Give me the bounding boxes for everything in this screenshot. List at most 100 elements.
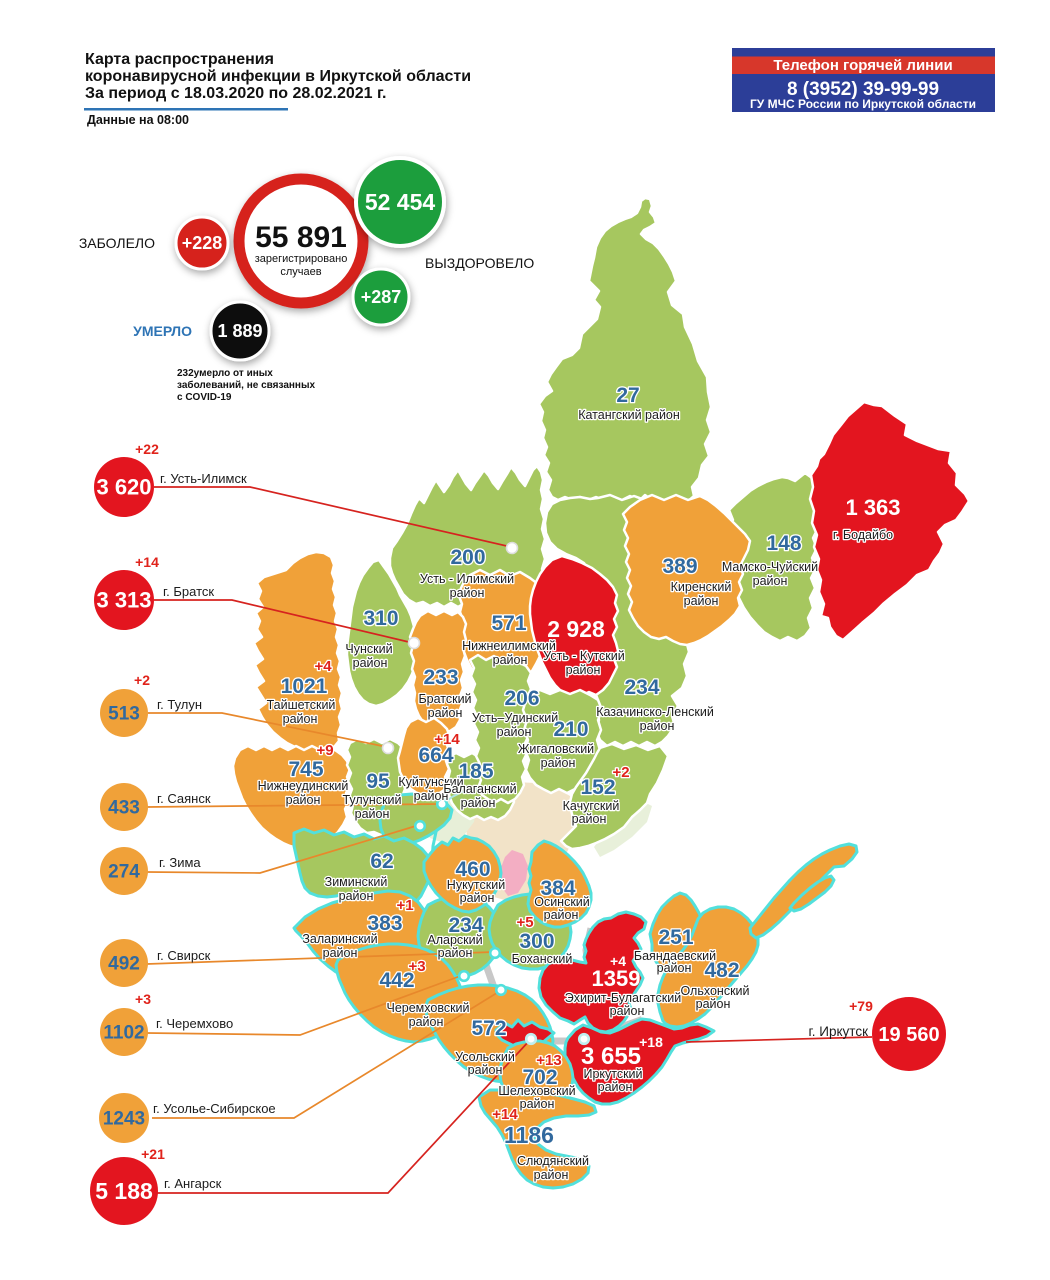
svg-text:+5: +5 [516,914,533,931]
svg-text:389: 389 [662,555,697,578]
svg-text:2 928: 2 928 [547,616,605,642]
svg-text:251: 251 [658,926,693,949]
svg-text:148: 148 [766,532,801,555]
svg-text:Эхирит-Булагатский: Эхирит-Булагатский [565,991,681,1005]
svg-text:район: район [572,812,607,826]
svg-text:492: 492 [108,954,140,975]
svg-text:Заларинский: Заларинский [302,932,377,946]
svg-text:232умерло от иных: 232умерло от иных [177,368,273,379]
svg-text:233: 233 [423,666,458,689]
svg-text:Мамско-Чуйский: Мамско-Чуйский [722,560,818,574]
svg-text:1359: 1359 [592,966,641,991]
svg-text:Карта распространения: Карта распространения [85,51,274,68]
svg-text:Чунский: Чунский [345,642,392,656]
svg-text:район: район [684,594,719,608]
svg-text:ГУ МЧС России по Иркутской обл: ГУ МЧС России по Иркутской области [750,97,976,111]
svg-text:Тайшетский: Тайшетский [267,698,336,712]
svg-text:384: 384 [540,877,575,900]
svg-text:район: район [283,712,318,726]
svg-text:433: 433 [108,798,140,819]
svg-text:1186: 1186 [504,1122,554,1148]
svg-text:+18: +18 [639,1034,663,1050]
svg-text:+14: +14 [135,554,159,570]
svg-text:коронавирусной инфекции в Ирку: коронавирусной инфекции в Иркутской обла… [85,68,471,85]
svg-text:571: 571 [491,612,526,635]
svg-text:район: район [355,807,390,821]
svg-text:район: район [286,793,321,807]
svg-text:3 655: 3 655 [581,1043,641,1070]
svg-text:442: 442 [379,969,414,992]
svg-text:62: 62 [370,850,393,873]
svg-text:Телефон горячей линии: Телефон горячей линии [773,57,952,74]
svg-text:район: район [339,889,374,903]
svg-text:+22: +22 [135,441,159,457]
svg-text:27: 27 [616,384,639,407]
svg-text:Черемховский: Черемховский [386,1001,469,1015]
svg-text:г. Братск: г. Братск [163,584,214,599]
svg-text:200: 200 [450,546,485,569]
svg-text:+4: +4 [610,953,626,969]
svg-text:Данные на 08:00: Данные на 08:00 [87,113,189,127]
svg-text:+4: +4 [314,658,332,675]
svg-text:район: район [544,908,579,922]
svg-text:Усть - Илимский: Усть - Илимский [420,572,514,586]
svg-text:+13: +13 [536,1052,561,1069]
svg-text:1021: 1021 [281,675,328,698]
svg-text:г. Иркутск: г. Иркутск [809,1024,869,1039]
svg-text:210: 210 [553,718,588,741]
svg-text:310: 310 [363,607,398,630]
svg-text:г. Усть-Илимск: г. Усть-Илимск [160,471,247,486]
svg-text:206: 206 [504,687,539,710]
svg-text:Балаганский: Балаганский [443,782,516,796]
svg-text:район: район [409,1015,444,1029]
svg-text:г. Усолье-Сибирское: г. Усолье-Сибирское [153,1101,276,1116]
svg-text:г. Свирск: г. Свирск [157,948,211,963]
svg-text:район: район [353,656,388,670]
svg-text:Братский: Братский [418,692,471,706]
svg-text:Нижнеудинский: Нижнеудинский [258,779,349,793]
svg-text:район: район [428,706,463,720]
svg-text:513: 513 [108,704,140,725]
svg-text:район: район [610,1004,645,1018]
svg-text:95: 95 [366,770,390,793]
svg-text:Шелеховский: Шелеховский [498,1084,575,1098]
svg-text:район: район [753,574,788,588]
svg-text:+9: +9 [316,742,333,759]
svg-text:г. Саянск: г. Саянск [157,791,211,806]
svg-text:случаев: случаев [280,266,321,278]
svg-text:Качугский: Качугский [563,799,620,813]
svg-text:район: район [598,1080,633,1094]
svg-text:Осинский: Осинский [534,895,590,909]
svg-text:Баяндаевский: Баяндаевский [634,949,716,963]
svg-text:заболеваний, не связанных: заболеваний, не связанных [177,379,316,391]
svg-text:район: район [497,725,532,739]
svg-text:зарегистрировано: зарегистрировано [255,253,348,265]
svg-text:г. Бодайбо: г. Бодайбо [833,528,893,542]
svg-text:185: 185 [458,760,493,783]
svg-text:район: район [323,946,358,960]
svg-text:+14: +14 [434,731,460,748]
svg-text:район: район [450,586,485,600]
svg-text:+3: +3 [408,958,425,975]
svg-text:Аларский: Аларский [427,933,482,947]
svg-text:3 313: 3 313 [96,588,151,613]
svg-text:234: 234 [448,914,483,937]
svg-text:Усольский: Усольский [455,1050,515,1064]
svg-text:ВЫЗДОРОВЕЛО: ВЫЗДОРОВЕЛО [425,255,534,271]
svg-text:8 (3952) 39-99-99: 8 (3952) 39-99-99 [787,79,939,100]
svg-text:745: 745 [288,758,323,781]
svg-text:702: 702 [522,1066,557,1089]
svg-text:район: район [461,796,496,810]
svg-text:+1: +1 [396,897,413,914]
svg-text:300: 300 [519,930,554,953]
svg-text:52 454: 52 454 [365,189,436,215]
svg-text:+228: +228 [182,233,223,253]
svg-text:г. Зима: г. Зима [159,855,201,870]
svg-text:Нижнеилимский: Нижнеилимский [462,639,556,653]
svg-text:г. Ангарск: г. Ангарск [164,1176,222,1191]
svg-text:Ольхонский: Ольхонский [680,984,749,998]
svg-text:район: район [696,997,731,1011]
svg-text:Боханский: Боханский [512,952,573,966]
svg-text:Тулунский: Тулунский [342,793,401,807]
svg-text:274: 274 [108,862,140,883]
